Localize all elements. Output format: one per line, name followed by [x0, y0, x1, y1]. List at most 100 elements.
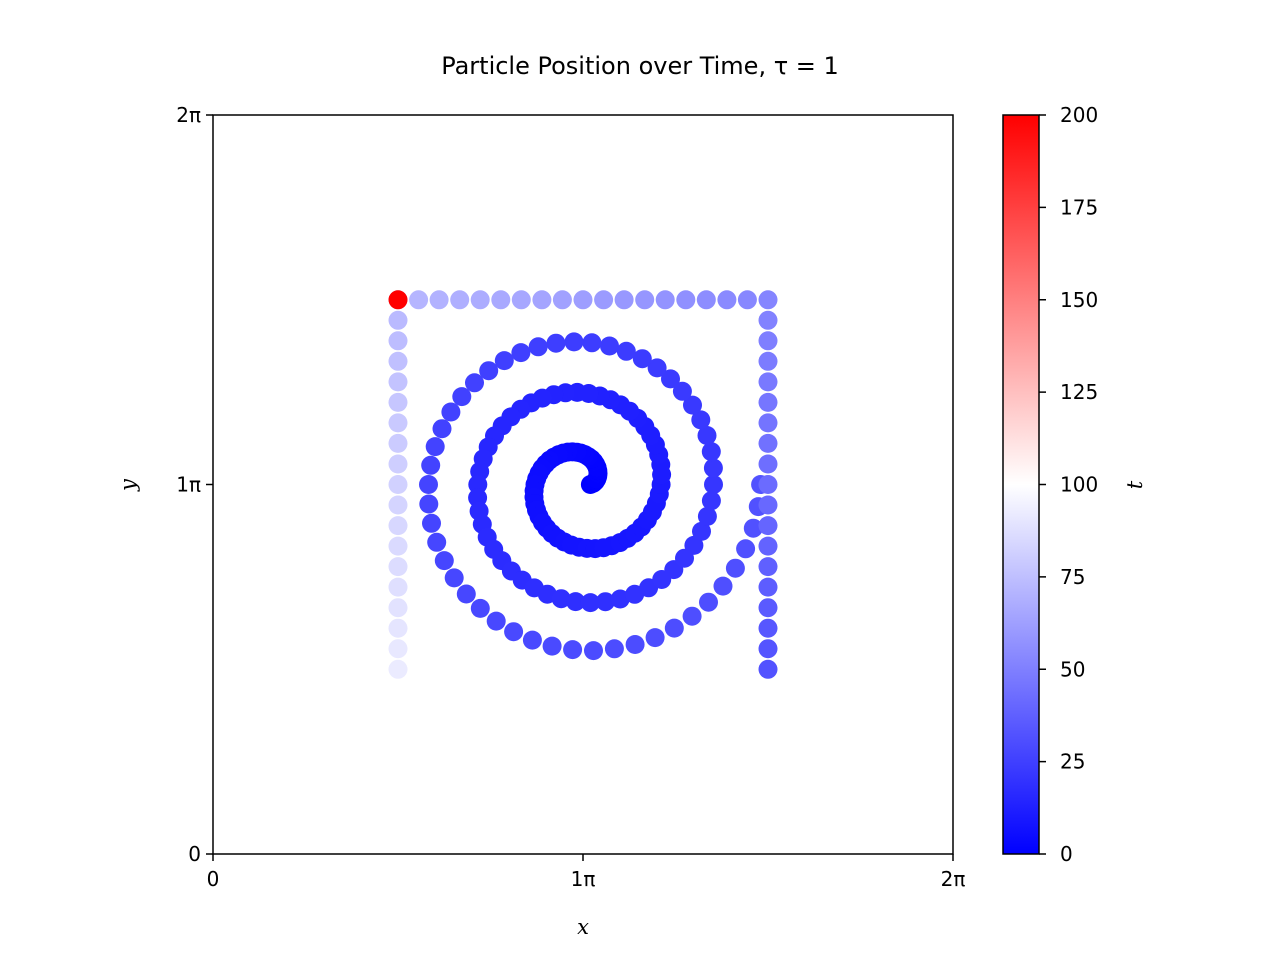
x-tick-label: 2π: [941, 867, 966, 891]
scatter-point: [388, 659, 408, 679]
scatter-point: [704, 475, 723, 494]
scatter-point: [546, 333, 566, 353]
colorbar-tick-label: 25: [1060, 750, 1085, 774]
colorbar-label: t: [1123, 480, 1147, 489]
scatter-point: [564, 332, 584, 352]
scatter-point: [584, 641, 603, 661]
y-axis-label: y: [116, 478, 140, 492]
scatter-point: [388, 577, 408, 597]
scatter-point: [419, 494, 439, 514]
scatter-point: [479, 361, 499, 381]
scatter-point: [682, 606, 702, 626]
scatter-point: [758, 413, 778, 433]
scatter-point: [672, 381, 692, 401]
scatter-point: [580, 593, 600, 613]
scatter-point: [614, 290, 634, 310]
x-tick-label: 0: [207, 867, 220, 891]
scatter-point: [758, 495, 778, 515]
scatter-point: [511, 343, 531, 363]
scatter-point: [528, 337, 548, 357]
scatter-point: [504, 622, 524, 642]
scatter-point: [697, 506, 717, 526]
scatter-point: [647, 358, 667, 378]
scatter-point: [427, 532, 447, 552]
scatter-point: [388, 331, 408, 351]
scatter-point: [600, 336, 619, 356]
scatter-point: [452, 387, 472, 407]
y-tick-label: 2π: [176, 103, 201, 127]
scatter-point: [635, 290, 655, 310]
scatter-point: [450, 290, 470, 310]
scatter-point: [388, 392, 408, 412]
colorbar: [1002, 114, 1040, 855]
scatter-point: [444, 568, 464, 588]
colorbar-tick-label: 175: [1060, 195, 1098, 219]
scatter-point: [661, 369, 680, 389]
scatter-points: [388, 290, 778, 679]
scatter-point: [699, 592, 718, 612]
scatter-point: [388, 618, 408, 638]
scatter-point: [563, 640, 583, 660]
scatter-point: [758, 516, 778, 536]
colorbar-tick-label: 75: [1060, 565, 1085, 589]
colorbar-tick-label: 200: [1060, 103, 1098, 127]
scatter-point: [388, 495, 408, 515]
y-axis-ticks: 0 1π 2π: [176, 103, 213, 866]
scatter-point: [758, 454, 778, 474]
scatter-point: [645, 628, 665, 648]
scatter-point: [758, 331, 778, 351]
scatter-point: [737, 290, 757, 310]
scatter-point: [388, 536, 408, 556]
scatter-point: [486, 611, 506, 631]
scatter-point: [696, 290, 716, 310]
scatter-point: [465, 373, 484, 393]
scatter-point: [388, 290, 408, 310]
scatter-point: [758, 577, 778, 597]
scatter-point: [388, 351, 408, 371]
scatter-point: [388, 413, 408, 433]
scatter-point: [422, 513, 441, 533]
scatter-point: [421, 455, 441, 475]
scatter-point: [632, 349, 652, 369]
scatter-point: [758, 598, 778, 618]
scatter-point: [758, 475, 778, 494]
scatter-point: [758, 639, 778, 659]
scatter-point: [388, 454, 408, 474]
scatter-point: [758, 290, 778, 310]
scatter-point: [610, 589, 630, 609]
x-axis-ticks: 0 1π 2π: [207, 854, 966, 891]
scatter-point: [388, 433, 408, 453]
scatter-point: [552, 290, 572, 310]
scatter-point: [725, 558, 745, 578]
scatter-point: [470, 290, 490, 310]
scatter-point: [692, 521, 711, 541]
scatter-point: [532, 290, 552, 310]
scatter-point: [713, 576, 733, 596]
x-axis-label: x: [577, 915, 589, 939]
scatter-point: [697, 426, 717, 445]
scatter-point: [736, 539, 756, 559]
scatter-point: [594, 290, 614, 310]
scatter-point: [717, 290, 737, 310]
scatter-point: [429, 290, 449, 310]
scatter-point: [758, 392, 778, 412]
colorbar-tick-label: 0: [1060, 842, 1073, 866]
scatter-point: [676, 290, 696, 310]
scatter-point: [758, 618, 778, 638]
colorbar-tick-label: 50: [1060, 657, 1085, 681]
scatter-point: [468, 475, 488, 494]
scatter-point: [683, 395, 702, 415]
scatter-point: [434, 551, 454, 571]
scatter-point: [743, 518, 763, 538]
scatter-point: [470, 598, 490, 618]
scatter-point: [616, 341, 636, 361]
x-tick-label: 1π: [571, 867, 596, 891]
scatter-point: [758, 351, 778, 371]
scatter-point: [758, 433, 778, 453]
y-tick-label: 0: [188, 842, 201, 866]
scatter-point: [542, 636, 562, 656]
scatter-point: [425, 437, 445, 457]
scatter-point: [701, 491, 721, 511]
scatter-point: [491, 290, 511, 310]
